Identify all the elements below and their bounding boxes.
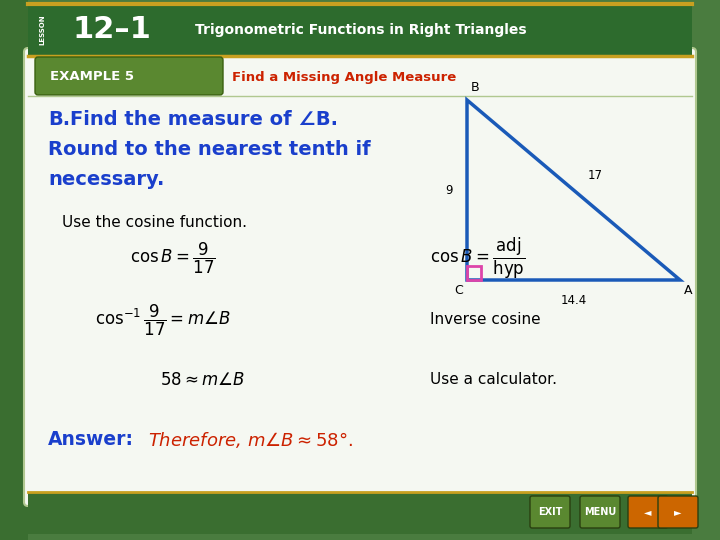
Text: MENU: MENU (584, 507, 616, 517)
Text: 14.4: 14.4 (560, 294, 587, 307)
FancyBboxPatch shape (628, 496, 668, 528)
Text: ►: ► (674, 507, 682, 517)
Text: LESSON: LESSON (39, 15, 45, 45)
Text: Answer:: Answer: (48, 430, 134, 449)
Text: necessary.: necessary. (48, 170, 164, 189)
Text: 12–1: 12–1 (72, 16, 151, 44)
Text: $\cos^{-1}\dfrac{9}{17} = m\angle B$: $\cos^{-1}\dfrac{9}{17} = m\angle B$ (95, 302, 230, 338)
Text: Find the measure of ∠B.: Find the measure of ∠B. (70, 110, 338, 129)
Text: Trigonometric Functions in Right Triangles: Trigonometric Functions in Right Triangl… (195, 23, 526, 37)
Bar (28, 4, 692, 56)
FancyBboxPatch shape (580, 496, 620, 528)
Text: 9: 9 (446, 184, 453, 197)
FancyBboxPatch shape (658, 496, 698, 528)
Text: B: B (471, 81, 480, 94)
Text: C: C (454, 284, 463, 297)
Text: Find a Missing Angle Measure: Find a Missing Angle Measure (232, 71, 456, 84)
Bar (28, 492, 692, 534)
Text: EXAMPLE 5: EXAMPLE 5 (50, 71, 134, 84)
Text: $\cos B = \dfrac{\mathrm{adj}}{\mathrm{hyp}}$: $\cos B = \dfrac{\mathrm{adj}}{\mathrm{h… (430, 235, 526, 281)
Bar (467, 266, 481, 280)
Text: Use the cosine function.: Use the cosine function. (62, 215, 247, 230)
Text: ◄: ◄ (644, 507, 652, 517)
Text: A: A (684, 284, 693, 297)
Text: $\cos B = \dfrac{9}{17}$: $\cos B = \dfrac{9}{17}$ (130, 240, 216, 275)
Text: B.: B. (48, 110, 70, 129)
Text: $58 \approx m\angle B$: $58 \approx m\angle B$ (160, 371, 245, 389)
FancyBboxPatch shape (24, 48, 696, 506)
Text: Therefore, $m\angle B \approx 58°.$: Therefore, $m\angle B \approx 58°.$ (148, 430, 353, 450)
Text: 17: 17 (588, 169, 603, 182)
Text: EXIT: EXIT (538, 507, 562, 517)
Bar (0, 0, 28, 540)
Text: Round to the nearest tenth if: Round to the nearest tenth if (48, 140, 371, 159)
Text: Inverse cosine: Inverse cosine (430, 313, 541, 327)
FancyBboxPatch shape (35, 57, 223, 95)
Text: Use a calculator.: Use a calculator. (430, 373, 557, 388)
FancyBboxPatch shape (530, 496, 570, 528)
